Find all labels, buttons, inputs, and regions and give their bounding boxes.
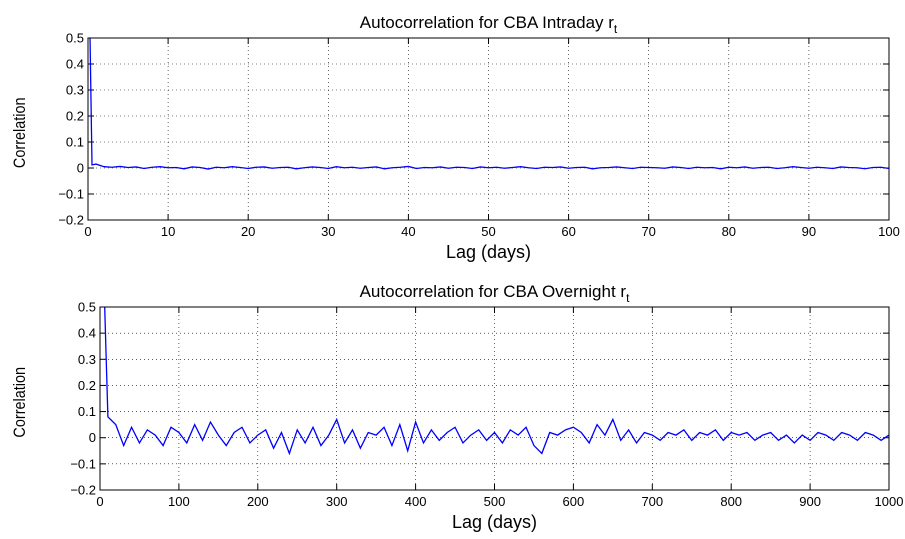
y-tick-label: −0.1 <box>58 187 84 202</box>
x-tick-label: 100 <box>878 224 900 239</box>
y-tick-label: 0.4 <box>66 57 84 72</box>
chart-title: Autocorrelation for CBA Intraday rt <box>360 13 618 36</box>
y-tick-label: −0.1 <box>70 456 96 471</box>
title-subscript: t <box>626 291 630 305</box>
x-tick-label: 60 <box>561 224 575 239</box>
y-tick-label: 0.3 <box>66 83 84 98</box>
y-tick-label: 0.5 <box>66 31 84 46</box>
y-tick-label: 0.4 <box>78 326 96 341</box>
x-tick-label: 800 <box>720 494 742 509</box>
x-tick-label: 50 <box>481 224 495 239</box>
title-text: Autocorrelation for CBA Intraday r <box>360 13 615 32</box>
y-tick-label: 0.3 <box>78 352 96 367</box>
x-tick-label: 0 <box>96 494 103 509</box>
x-tick-label: 90 <box>802 224 816 239</box>
y-tick-label: 0.5 <box>78 300 96 315</box>
data-line <box>104 307 889 456</box>
y-tick-label: 0 <box>89 430 96 445</box>
x-tick-label: 80 <box>722 224 736 239</box>
x-tick-label: 1000 <box>875 494 904 509</box>
x-tick-label: 10 <box>161 224 175 239</box>
x-tick-label: 400 <box>405 494 427 509</box>
x-axis-label: Lag (days) <box>446 242 531 262</box>
x-tick-label: 0 <box>84 224 91 239</box>
y-axis-label: Correlation <box>11 367 29 438</box>
x-tick-label: 40 <box>401 224 415 239</box>
x-tick-label: 300 <box>326 494 348 509</box>
title-text: Autocorrelation for CBA Overnight r <box>360 282 627 301</box>
x-tick-label: 600 <box>563 494 585 509</box>
plot-area <box>88 38 889 220</box>
x-tick-label: 100 <box>168 494 190 509</box>
y-tick-label: 0 <box>77 161 84 176</box>
y-tick-label: −0.2 <box>58 213 84 228</box>
x-tick-label: 700 <box>641 494 663 509</box>
y-tick-label: 0.1 <box>66 135 84 150</box>
title-subscript: t <box>614 22 618 36</box>
y-tick-label: 0.1 <box>78 404 96 419</box>
axes-frame <box>87 37 890 221</box>
x-tick-label: 70 <box>641 224 655 239</box>
x-tick-label: 500 <box>484 494 506 509</box>
x-axis-label: Lag (days) <box>452 512 537 532</box>
y-tick-label: 0.2 <box>66 109 84 124</box>
y-tick-label: 0.2 <box>78 378 96 393</box>
x-tick-label: 200 <box>247 494 269 509</box>
x-tick-label: 20 <box>241 224 255 239</box>
chart-title: Autocorrelation for CBA Overnight rt <box>360 282 630 305</box>
axes-frame <box>99 306 890 491</box>
x-tick-label: 30 <box>321 224 335 239</box>
y-tick-label: −0.2 <box>70 483 96 498</box>
y-axis-label: Correlation <box>11 97 29 168</box>
data-line <box>89 38 889 170</box>
plot-area <box>100 307 889 490</box>
x-tick-label: 900 <box>799 494 821 509</box>
